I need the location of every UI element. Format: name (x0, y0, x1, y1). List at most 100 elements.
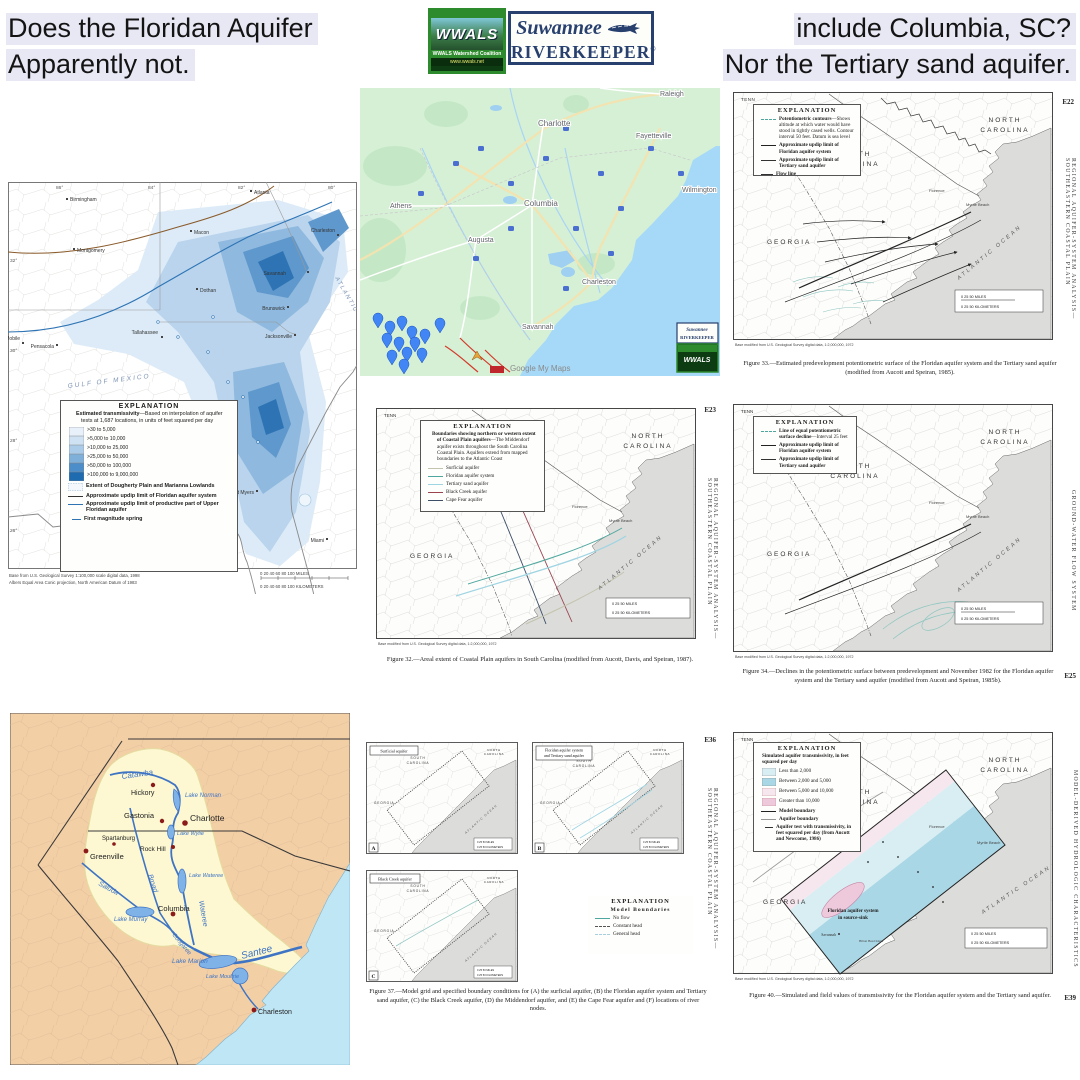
santee-cities: Hickory Gastonia Charlotte Spartanburg R… (83, 782, 292, 1016)
svg-text:CAROLINA: CAROLINA (484, 880, 504, 884)
svg-text:Tallahassee: Tallahassee (132, 330, 159, 336)
fig40-map-annotations: Floridan aquifer system in source-sink S… (821, 909, 883, 943)
fig33-item2: Approximate updip limit of Floridan aqui… (779, 142, 839, 155)
svg-text:GEORGIA: GEORGIA (410, 553, 454, 560)
svg-text:NORTH: NORTH (632, 433, 665, 440)
wwals-logo-top-bar (431, 11, 503, 18)
svg-text:0 20 40 60 80 100 KILOMET: 0 20 40 60 80 100 KILOMETERS (260, 584, 324, 589)
riverkeeper-logo-suwannee: Suwannee (516, 17, 602, 39)
updip-limit-floridan-line (7, 185, 275, 254)
legend-extent: Extent of Dougherty Plain and Marianna L… (86, 482, 215, 489)
fig37b-title2: and Tertiary sand aquifer (544, 753, 585, 758)
svg-text:0 25 50 MILES: 0 25 50 MILES (961, 295, 987, 299)
fig37-side-text: REGIONAL AQUIFER-SYSTEM ANALYSIS—SOUTHEA… (706, 788, 718, 950)
fig37-explanation-sub: Model Boundaries (610, 907, 671, 913)
graticule-labels: 86° 84° 82° 80° 32° 30° 28° 26° (10, 185, 335, 534)
fig34-updip-tertiary (784, 531, 982, 615)
svg-text:CAROLINA: CAROLINA (623, 443, 672, 450)
svg-text:0 25 50 MILES: 0 25 50 MILES (961, 607, 987, 611)
svg-text:Gastonia: Gastonia (124, 811, 155, 820)
svg-text:CAROLINA: CAROLINA (980, 439, 1029, 446)
fig40-test-dots (867, 841, 944, 903)
fig34-item2: Approximate updip limit of Floridan aqui… (779, 442, 839, 455)
fig40-page-number: E39 (1064, 994, 1076, 1002)
svg-text:NORTH: NORTH (487, 748, 501, 752)
svg-text:NORTH: NORTH (653, 748, 667, 752)
swatch-2 (69, 435, 84, 445)
svg-text:Spartanburg: Spartanburg (102, 836, 135, 842)
gmap-ocean (520, 146, 720, 376)
svg-text:0 25 50 KILOMETERS: 0 25 50 KILOMETERS (643, 845, 669, 849)
svg-text:0 25 50 KILOMETERS: 0 25 50 KILOMETERS (612, 611, 651, 615)
fig33-explanation-title: EXPLANATION (777, 107, 837, 114)
svg-text:TENN: TENN (384, 413, 396, 418)
svg-text:82°: 82° (238, 185, 245, 191)
legend-class-label: >100,000 to 9,000,000 (87, 472, 139, 479)
svg-text:Myrtle Beach: Myrtle Beach (966, 202, 989, 207)
svg-text:Raleigh: Raleigh (660, 91, 684, 98)
fig32-heading-bold: Boundaries showing northern or western e… (432, 431, 536, 444)
svg-text:Catawba: Catawba (121, 768, 154, 781)
fig32-surficial-line (525, 571, 625, 625)
svg-text:Fayetteville: Fayetteville (636, 133, 672, 140)
svg-text:CAROLINA: CAROLINA (980, 127, 1029, 134)
svg-text:in source-sink: in source-sink (838, 916, 868, 921)
legend-class-label: >50,000 to 100,000 (87, 463, 132, 470)
fig32-side-text: REGIONAL AQUIFER-SYSTEM ANALYSIS—SOUTHEA… (706, 478, 718, 640)
floridan-transmissivity-map: GULF OF MEXICO ATLANTIC OCEAN Birmingham… (5, 181, 375, 743)
fig37-panel-b: NORTH CAROLINA SOUTH CAROLINA GEORGIA AT… (532, 742, 684, 854)
santee-basin-map: Hickory Gastonia Charlotte Spartanburg R… (9, 712, 351, 1066)
fig40-swatch-1 (762, 767, 776, 776)
fig34-ga-sc-border (776, 455, 872, 637)
svg-text:Charlotte: Charlotte (538, 119, 571, 128)
hq-marker-icon (471, 350, 483, 361)
fig40-caption: Figure 40.—Simulated and field values of… (749, 992, 1051, 999)
wwals-logo-name: WWALS (435, 26, 499, 43)
svg-text:Charlotte: Charlotte (190, 813, 225, 823)
gmap-lakes (490, 105, 576, 277)
fig33-page-number: E22 (1062, 98, 1074, 106)
google-my-maps-panel: Raleigh Charlotte Fayetteville Wilmingto… (354, 87, 720, 376)
svg-text:NORTH: NORTH (487, 876, 501, 880)
svg-text:0 25 50 KILOMETERS: 0 25 50 KILOMETERS (477, 845, 503, 849)
svg-text:80°: 80° (328, 185, 335, 191)
svg-text:0 25 50 MILES: 0 25 50 MILES (477, 968, 494, 972)
svg-text:TENN: TENN (741, 737, 753, 742)
svg-text:CAROLINA: CAROLINA (484, 752, 504, 756)
svg-text:Myrtle Beach: Myrtle Beach (977, 840, 1000, 845)
fig33-caption: Figure 33.—Estimated predevelopment pote… (743, 360, 1057, 376)
svg-text:GEORGIA: GEORGIA (767, 551, 811, 558)
svg-text:Florence: Florence (572, 504, 588, 509)
fig40-explanation-title: EXPLANATION (777, 745, 837, 752)
svg-text:SOUTH: SOUTH (410, 756, 425, 760)
svg-text:84°: 84° (148, 185, 155, 191)
fig37-caption: Figure 37.—Model grid and specified boun… (369, 988, 707, 1013)
svg-text:GEORGIA: GEORGIA (374, 801, 395, 805)
fig32-item-tertiary: Tertiary sand aquifer (446, 481, 489, 488)
svg-text:Base from U.S. Geological Surv: Base from U.S. Geological Survey 1:100,0… (9, 573, 140, 578)
svg-text:0 25 50 KILOMETERS: 0 25 50 KILOMETERS (971, 941, 1010, 945)
fig33-explanation: EXPLANATION Potentiometric contours—Show… (753, 104, 861, 177)
svg-text:Athens: Athens (390, 203, 412, 210)
fig37c-letter: C (372, 974, 376, 980)
wwals-logo: WWALS WWALS Watershed Coalition www.wwal… (428, 8, 506, 74)
svg-text:GEORGIA: GEORGIA (763, 899, 807, 906)
svg-text:0 20 40 60 80 100 MI: 0 20 40 60 80 100 MILES (260, 571, 309, 576)
fig40-transmissivity-zones (781, 770, 1005, 974)
fig40-explanation: EXPLANATION Simulated aquifer transmissi… (753, 742, 861, 852)
svg-text:Wateree: Wateree (197, 900, 208, 927)
svg-text:30°: 30° (10, 348, 17, 354)
svg-text:NORTH: NORTH (989, 757, 1022, 764)
fig33-updip-tertiary (784, 219, 982, 303)
legend-title: EXPLANATION (118, 403, 180, 410)
fig32-floridan-line (467, 527, 623, 585)
gmap-highway-shields (418, 126, 684, 291)
fig40-scale: 0 25 50 MILES 0 25 50 KILOMETERS (964, 927, 1048, 949)
fig33-scale: 0 25 50 MILES 0 25 50 KILOMETERS (954, 289, 1044, 313)
legend-class-label: >5,000 to 10,000 (87, 436, 126, 443)
svg-text:Mobile: Mobile (8, 336, 20, 342)
header-right-text: include Columbia, SC? Nor the Tertiary s… (722, 10, 1076, 82)
svg-text:Floridan aquifer system: Floridan aquifer system (827, 909, 879, 914)
suwannee-riverkeeper-logo: Suwannee RIVERKEEPER® (508, 11, 656, 65)
